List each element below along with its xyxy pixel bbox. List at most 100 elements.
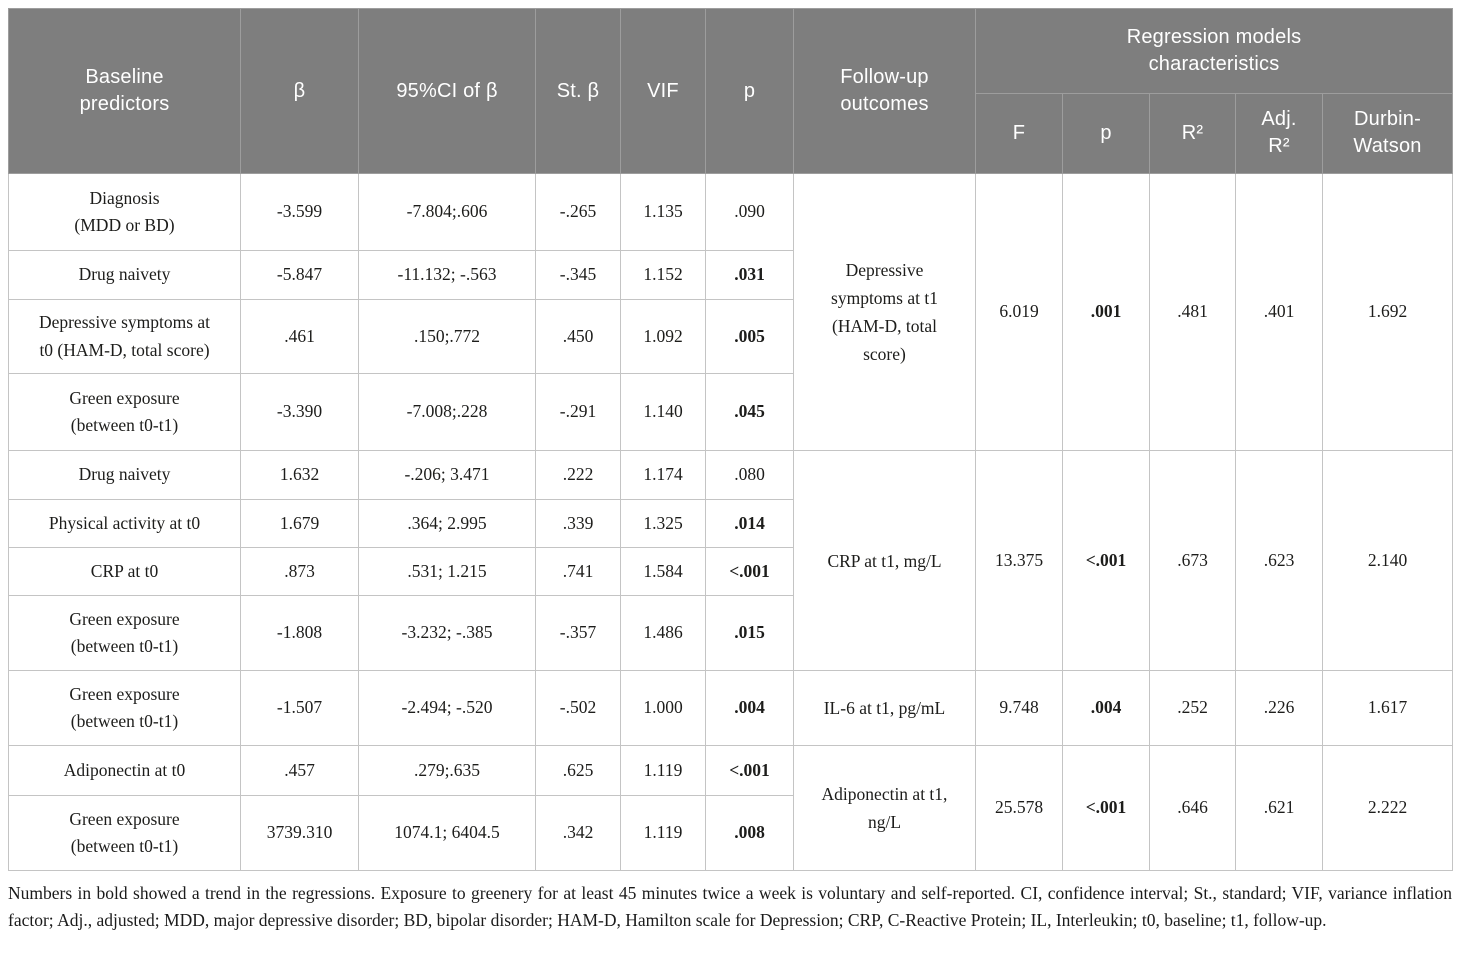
f-cell: 25.578 bbox=[975, 745, 1063, 871]
predictor-line1: Depressive symptoms at bbox=[38, 312, 211, 333]
p-model-cell: .001 bbox=[1062, 173, 1150, 451]
st-beta-cell: .339 bbox=[535, 499, 621, 548]
dw-cell: 2.140 bbox=[1322, 450, 1453, 671]
table-row: CRP at t0 .873 .531; 1.215 .741 1.584 <.… bbox=[8, 547, 1453, 596]
ci-cell: -7.804;.606 bbox=[358, 173, 536, 251]
vif-cell: 1.135 bbox=[620, 173, 706, 251]
table-row: Drug naivety 1.632 -.206; 3.471 .222 1.1… bbox=[8, 450, 1453, 671]
outcome-cell: Adiponectin at t1, ng/L bbox=[793, 745, 976, 871]
adj-r2-cell: .401 bbox=[1235, 173, 1323, 451]
header-p-model: p bbox=[1062, 92, 1150, 175]
r2-cell: .252 bbox=[1149, 670, 1236, 746]
p-model-cell: <.001 bbox=[1062, 450, 1150, 671]
outcome-cell: CRP at t1, mg/L bbox=[793, 450, 976, 671]
regression-results-table: Baseline predictors β 95%CI of β St. β V… bbox=[8, 8, 1453, 871]
beta-cell: .457 bbox=[240, 745, 359, 796]
predictor-line2: (between t0-t1) bbox=[70, 836, 179, 856]
p-model-cell: <.001 bbox=[1062, 745, 1150, 871]
st-beta-cell: .625 bbox=[535, 745, 621, 796]
table-row: Depressive symptoms at t0 (HAM-D, total … bbox=[8, 299, 1453, 374]
header-adj-r2: Adj. R² bbox=[1235, 92, 1323, 175]
header-st-beta: St. β bbox=[535, 8, 621, 174]
header-beta: β bbox=[240, 8, 359, 174]
vif-cell: 1.119 bbox=[620, 795, 706, 871]
r2-cell: .646 bbox=[1149, 745, 1236, 871]
r2-cell: .481 bbox=[1149, 173, 1236, 451]
vif-cell: 1.000 bbox=[620, 670, 706, 746]
table-row: Adiponectin at t0 .457 .279;.635 .625 1.… bbox=[8, 745, 1453, 871]
dw-cell: 1.617 bbox=[1322, 670, 1453, 746]
beta-cell: -1.507 bbox=[240, 670, 359, 746]
table-row: Diagnosis (MDD or BD) -3.599 -7.804;.606… bbox=[8, 173, 1453, 451]
adj-r2-cell: .621 bbox=[1235, 745, 1323, 871]
table-row: Physical activity at t0 1.679 .364; 2.99… bbox=[8, 499, 1453, 548]
predictor-line1: Green exposure bbox=[69, 683, 180, 704]
predictor-cell: Green exposure (between t0-t1) bbox=[8, 373, 241, 451]
table-row: Green exposure (between t0-t1) -1.808 -3… bbox=[8, 595, 1453, 671]
dw-cell: 2.222 bbox=[1322, 745, 1453, 871]
p-cell: .031 bbox=[705, 250, 794, 300]
beta-cell: -1.808 bbox=[240, 595, 359, 671]
st-beta-cell: -.291 bbox=[535, 373, 621, 451]
ci-cell: -7.008;.228 bbox=[358, 373, 536, 451]
p-cell: .090 bbox=[705, 173, 794, 251]
header-vif: VIF bbox=[620, 8, 706, 174]
header-regression-models: Regression models characteristics bbox=[975, 8, 1453, 94]
header-adj-r2-line1: Adj. bbox=[1261, 108, 1297, 131]
beta-cell: .873 bbox=[240, 547, 359, 596]
beta-cell: -5.847 bbox=[240, 250, 359, 300]
st-beta-cell: -.502 bbox=[535, 670, 621, 746]
outcome-label: IL-6 at t1, pg/mL bbox=[823, 698, 946, 718]
p-cell: .004 bbox=[705, 670, 794, 746]
predictor-cell: CRP at t0 bbox=[8, 547, 241, 596]
header-baseline-predictors: Baseline predictors bbox=[8, 8, 241, 174]
ci-cell: 1074.1; 6404.5 bbox=[358, 795, 536, 871]
p-cell: .005 bbox=[705, 299, 794, 374]
header-baseline-line2: predictors bbox=[79, 93, 170, 115]
p-cell: .045 bbox=[705, 373, 794, 451]
beta-cell: -3.599 bbox=[240, 173, 359, 251]
predictor-line1: Drug naivety bbox=[78, 264, 171, 285]
outcome-label: CRP at t1, mg/L bbox=[827, 550, 942, 571]
header-regmodels-line2: characteristics bbox=[1148, 52, 1280, 75]
header-followup-line1: Follow-up bbox=[840, 66, 929, 88]
predictor-cell: Physical activity at t0 bbox=[8, 499, 241, 548]
st-beta-cell: -.357 bbox=[535, 595, 621, 671]
predictor-line1: Drug naivety bbox=[78, 464, 171, 485]
p-cell: .080 bbox=[705, 450, 794, 500]
f-cell: 9.748 bbox=[975, 670, 1063, 746]
adj-r2-cell: .226 bbox=[1235, 670, 1323, 746]
predictor-line1: Green exposure bbox=[69, 808, 180, 829]
predictor-cell: Diagnosis (MDD or BD) bbox=[8, 173, 241, 251]
vif-cell: 1.092 bbox=[620, 299, 706, 374]
predictor-line1: Adiponectin at t0 bbox=[63, 759, 186, 780]
st-beta-cell: .342 bbox=[535, 795, 621, 871]
beta-cell: 1.632 bbox=[240, 450, 359, 500]
beta-cell: .461 bbox=[240, 299, 359, 374]
predictor-line2: (between t0-t1) bbox=[70, 415, 179, 435]
st-beta-cell: .222 bbox=[535, 450, 621, 500]
p-cell: .015 bbox=[705, 595, 794, 671]
header-p: p bbox=[705, 8, 794, 174]
predictor-cell: Drug naivety bbox=[8, 250, 241, 300]
outcome-cell: Depressive symptoms at t1 (HAM-D, total … bbox=[793, 173, 976, 451]
r2-cell: .673 bbox=[1149, 450, 1236, 671]
st-beta-cell: .741 bbox=[535, 547, 621, 596]
ci-cell: .150;.772 bbox=[358, 299, 536, 374]
predictor-line2: (between t0-t1) bbox=[70, 636, 179, 656]
f-cell: 6.019 bbox=[975, 173, 1063, 451]
header-r2: R² bbox=[1149, 92, 1236, 175]
header-baseline-line1: Baseline bbox=[85, 66, 164, 88]
ci-cell: .364; 2.995 bbox=[358, 499, 536, 548]
table-row: Green exposure (between t0-t1) -1.507 -2… bbox=[8, 670, 1453, 746]
p-model-cell: .004 bbox=[1062, 670, 1150, 746]
ci-cell: -11.132; -.563 bbox=[358, 250, 536, 300]
predictor-cell: Green exposure (between t0-t1) bbox=[8, 795, 241, 871]
p-cell: .014 bbox=[705, 499, 794, 548]
vif-cell: 1.152 bbox=[620, 250, 706, 300]
header-durbin-watson: Durbin-Watson bbox=[1322, 92, 1453, 175]
header-followup-line2: outcomes bbox=[840, 93, 929, 115]
vif-cell: 1.584 bbox=[620, 547, 706, 596]
header-regmodels-line1: Regression models bbox=[1126, 25, 1302, 48]
